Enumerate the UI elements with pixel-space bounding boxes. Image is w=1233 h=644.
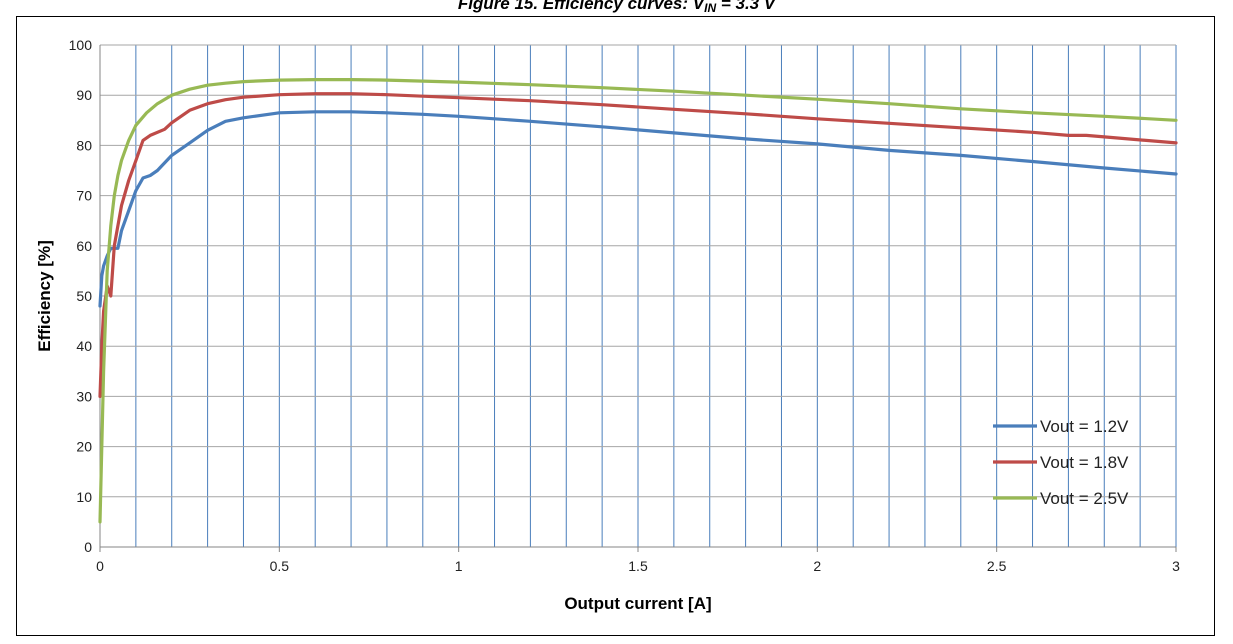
- y-tick-label: 30: [76, 388, 92, 404]
- legend-label-2: Vout = 1.8V: [1040, 453, 1129, 472]
- series-layer: [98, 77, 1178, 524]
- y-tick-label: 90: [76, 87, 92, 103]
- y-tick-label: 60: [76, 238, 92, 254]
- y-tick-label: 50: [76, 288, 92, 304]
- x-tick-label: 2: [813, 558, 821, 574]
- legend: Vout = 1.2V Vout = 1.8V Vout = 2.5V: [993, 417, 1129, 508]
- chart-title-subscript: IN: [704, 1, 717, 15]
- series-line-3: [98, 77, 1178, 524]
- series-line-1: [98, 110, 1178, 308]
- series-line-2: [98, 92, 1178, 398]
- y-tick-label: 20: [76, 439, 92, 455]
- x-tick-label: 0.5: [270, 558, 290, 574]
- y-axis-label: Efficiency [%]: [35, 240, 54, 351]
- legend-label-3: Vout = 2.5V: [1040, 489, 1129, 508]
- x-axis-label: Output current [A]: [564, 594, 711, 613]
- x-tick-label: 1: [455, 558, 463, 574]
- x-tick-labels: 0 0.5 1 1.5 2 2.5 3: [96, 558, 1180, 574]
- legend-label-1: Vout = 1.2V: [1040, 417, 1129, 436]
- y-tick-label: 100: [69, 37, 93, 53]
- y-tick-label: 0: [84, 539, 92, 555]
- y-tick-label: 10: [76, 489, 92, 505]
- x-tick-label: 3: [1172, 558, 1180, 574]
- x-tick-label: 2.5: [987, 558, 1007, 574]
- x-tick-label: 1.5: [628, 558, 648, 574]
- chart-title-main: Figure 15. Efficiency curves: V: [457, 0, 705, 13]
- chart-title: Figure 15. Efficiency curves: VIN = 3.3 …: [0, 0, 1233, 15]
- y-tick-label: 80: [76, 137, 92, 153]
- y-tick-label: 70: [76, 188, 92, 204]
- y-tick-labels: 0 10 20 30 40 50 60 70 80 90 100: [69, 37, 93, 555]
- y-tick-label: 40: [76, 338, 92, 354]
- chart-title-tail: = 3.3 V: [716, 0, 776, 13]
- x-tick-label: 0: [96, 558, 104, 574]
- chart-frame: [16, 16, 1215, 636]
